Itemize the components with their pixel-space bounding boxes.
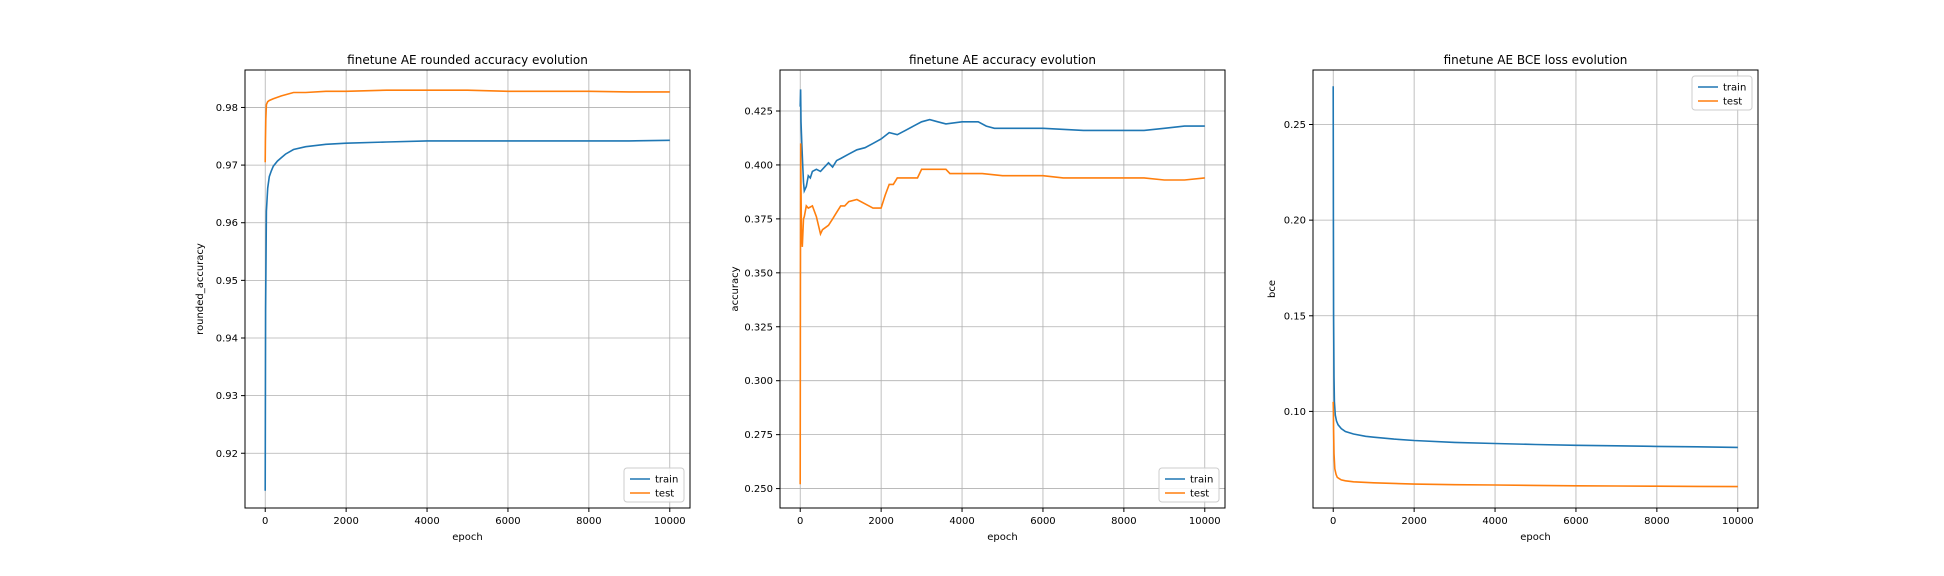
x-tick-label: 6000 — [495, 516, 520, 527]
y-tick-label: 0.425 — [744, 106, 773, 117]
chart-title: finetune AE accuracy evolution — [909, 53, 1096, 67]
x-tick-label: 10000 — [1189, 516, 1221, 527]
x-tick-label: 8000 — [576, 516, 601, 527]
axes-frame — [1312, 69, 1759, 509]
x-tick-label: 4000 — [414, 516, 439, 527]
y-tick-label: 0.10 — [1284, 407, 1306, 418]
y-tick-label: 0.98 — [216, 103, 238, 114]
y-tick-label: 0.250 — [744, 484, 773, 495]
series-line-train — [264, 139, 670, 491]
y-tick-label: 0.97 — [216, 161, 238, 172]
y-tick-label: 0.350 — [744, 268, 773, 279]
y-tick-label: 0.20 — [1284, 216, 1306, 227]
x-tick-label: 0 — [797, 516, 803, 527]
y-tick-label: 0.25 — [1284, 120, 1306, 131]
x-tick-label: 0 — [262, 516, 268, 527]
y-axis-label: bce — [1267, 280, 1278, 298]
y-tick-label: 0.275 — [744, 430, 773, 441]
x-tick-label: 4000 — [949, 516, 974, 527]
legend: train test — [623, 467, 685, 503]
x-tick-label: 6000 — [1563, 516, 1588, 527]
x-axis-label: epoch — [1520, 532, 1550, 543]
axes-frame — [779, 69, 1226, 509]
y-tick-label: 0.400 — [744, 160, 773, 171]
y-axis-label: accuracy — [730, 266, 741, 311]
legend-label-train: train — [1723, 83, 1746, 94]
legend-label-train: train — [1190, 475, 1213, 486]
y-tick-label: 0.95 — [216, 276, 238, 287]
y-tick-label: 0.375 — [744, 214, 773, 225]
x-tick-label: 2000 — [868, 516, 893, 527]
chart-rounded-accuracy: 0 2000 4000 6000 8000 10000 0.92 0.93 0.94 0.95 0.… — [195, 53, 691, 543]
y-tick-label: 0.325 — [744, 322, 773, 333]
x-tick-label: 6000 — [1030, 516, 1055, 527]
y-tick-label: 0.92 — [216, 449, 238, 460]
axes-frame — [244, 69, 691, 509]
chart-bce-loss: 0 2000 4000 6000 8000 10000 0.10 0.15 0.20 0.25 f… — [1267, 53, 1759, 543]
y-tick-label: 0.300 — [744, 376, 773, 387]
y-tick-label: 0.15 — [1284, 311, 1306, 322]
x-axis-label: epoch — [452, 532, 482, 543]
chart-title: finetune AE BCE loss evolution — [1444, 53, 1628, 67]
legend-label-test: test — [1190, 489, 1209, 500]
series-line-test — [264, 89, 670, 163]
legend: train test — [1158, 467, 1220, 503]
x-tick-label: 8000 — [1644, 516, 1669, 527]
series-line-test — [799, 143, 1205, 485]
x-tick-label: 2000 — [1401, 516, 1426, 527]
y-axis-label: rounded_accuracy — [195, 243, 206, 335]
legend-label-train: train — [655, 475, 678, 486]
x-tick-label: 8000 — [1111, 516, 1136, 527]
x-tick-label: 2000 — [333, 516, 358, 527]
x-tick-label: 4000 — [1482, 516, 1507, 527]
y-tick-label: 0.94 — [216, 333, 238, 344]
x-tick-label: 10000 — [1722, 516, 1754, 527]
series-line-train — [799, 89, 1205, 194]
x-tick-label: 0 — [1330, 516, 1336, 527]
legend-label-test: test — [1723, 97, 1742, 108]
x-axis-label: epoch — [987, 532, 1017, 543]
chart-accuracy: 0 2000 4000 6000 8000 10000 0.250 0.275 0.300 0.3… — [730, 53, 1226, 543]
x-tick-label: 10000 — [654, 516, 686, 527]
series-line-test — [1332, 401, 1738, 488]
chart-title: finetune AE rounded accuracy evolution — [347, 53, 588, 67]
y-tick-label: 0.93 — [216, 391, 238, 402]
legend-label-test: test — [655, 489, 674, 500]
y-tick-label: 0.96 — [216, 218, 238, 229]
legend: train test — [1691, 75, 1753, 111]
series-line-train — [1332, 86, 1738, 449]
